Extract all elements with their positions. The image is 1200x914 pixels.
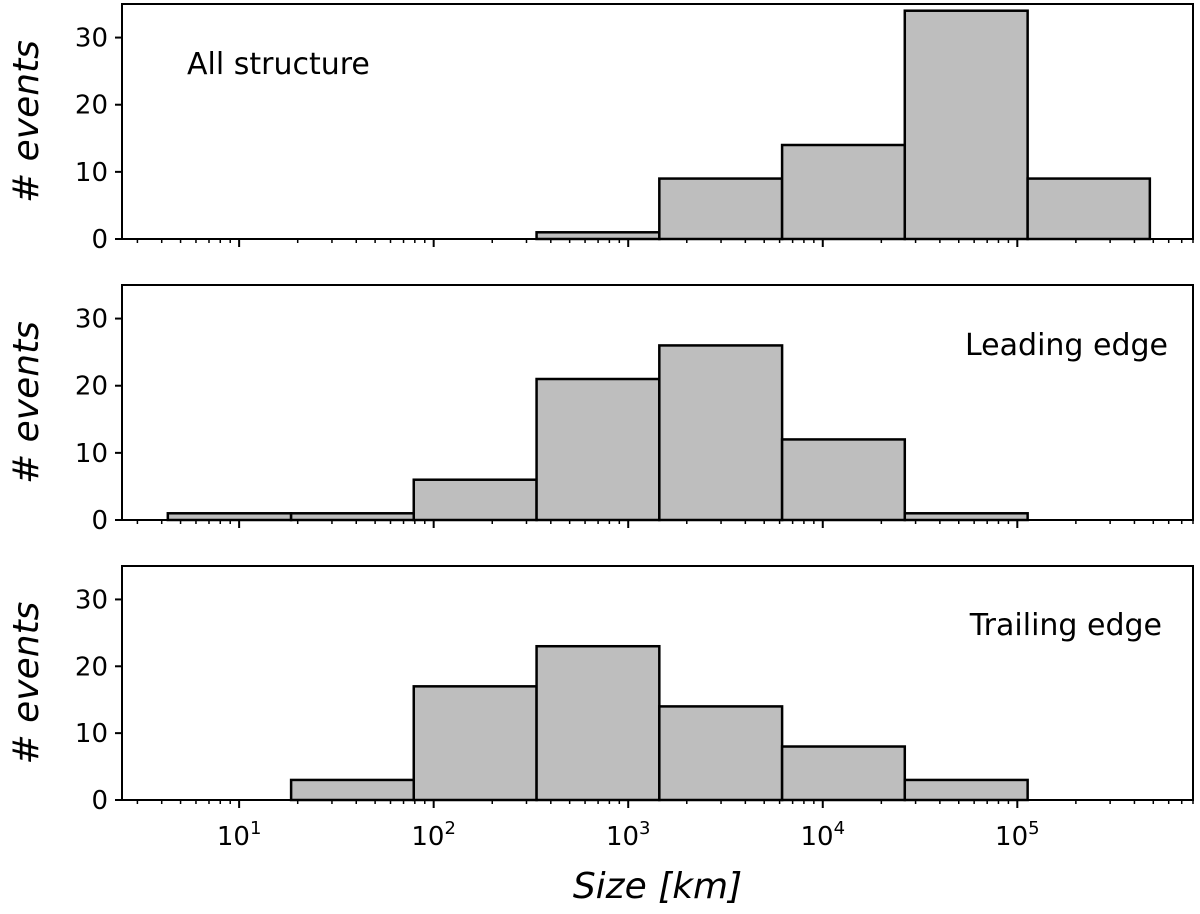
y-tick-label: 10	[75, 719, 108, 749]
y-tick-label: 0	[91, 225, 108, 255]
histogram-bar	[780, 745, 907, 802]
histogram-bar	[1026, 177, 1152, 241]
y-tick-label: 30	[75, 305, 108, 335]
x-tick-label: 101	[217, 818, 262, 852]
y-tick-label: 20	[75, 91, 108, 121]
y-tick-label: 20	[75, 652, 108, 682]
axes-frame	[121, 565, 1194, 801]
y-tick-label: 10	[75, 439, 108, 469]
histogram-bar	[780, 438, 907, 522]
y-tick-label: 20	[75, 372, 108, 402]
x-tick-label: 102	[411, 818, 456, 852]
histogram-bar	[412, 478, 538, 522]
y-tick-label: 0	[91, 506, 108, 536]
histogram-bar	[535, 644, 661, 802]
histogram-bar	[412, 685, 538, 802]
histogram-bar	[166, 512, 293, 522]
histogram-bar	[289, 512, 416, 522]
panel-2: 0 10 20 30 # events Leading edge	[6, 284, 1194, 536]
histogram-bar	[658, 177, 784, 241]
x-tick-label: 105	[995, 818, 1040, 852]
axes-frame	[121, 284, 1194, 521]
histogram-bar	[903, 9, 1029, 241]
histogram-bar	[658, 344, 784, 522]
y-tick-label: 30	[75, 24, 108, 54]
panel-annotation: Leading edge	[965, 328, 1168, 363]
y-axis-label: # events	[6, 40, 47, 203]
histogram-bar	[535, 377, 661, 522]
histogram-bar	[658, 705, 784, 802]
panel-annotation: All structure	[187, 47, 370, 82]
histogram-bar	[903, 778, 1029, 802]
axes-frame	[121, 3, 1194, 240]
y-axis-label: # events	[6, 321, 47, 484]
y-tick-label: 10	[75, 158, 108, 188]
x-tick-label: 104	[800, 818, 845, 852]
y-axis-label: # events	[6, 602, 47, 765]
histogram-bar	[903, 512, 1029, 522]
histogram-bar	[535, 231, 661, 241]
x-tick-label: 103	[606, 818, 651, 852]
histogram-bar	[780, 143, 907, 241]
panel-3: 0 10 20 30 # events Trailing edge 101 102 103 104…	[6, 565, 1194, 907]
histogram-bar	[289, 778, 416, 802]
y-tick-label: 30	[75, 585, 108, 615]
panel-annotation: Trailing edge	[969, 608, 1162, 643]
panel-1: 0 10 20 30 # events All structure	[6, 3, 1194, 255]
y-tick-label: 0	[91, 786, 108, 816]
x-axis-label: Size [km]	[573, 866, 742, 907]
